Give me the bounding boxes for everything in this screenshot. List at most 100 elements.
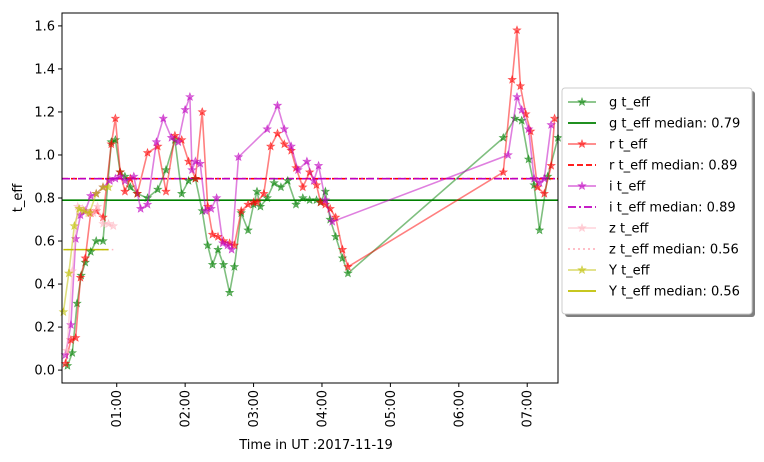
x-axis: 01:00 02:00 03:00 04:00 05:00 06:00 07:00	[110, 383, 536, 427]
legend-label: Y t_eff	[608, 264, 651, 279]
y-t-eff-point	[79, 205, 89, 215]
legend-entry-g-t-eff-median-0-79: g t_eff median: 0.79	[568, 117, 740, 132]
i-t-eff-point	[120, 175, 130, 185]
r-t-eff-point	[498, 167, 509, 177]
legend-entry-r-t-eff: r t_eff	[568, 138, 648, 153]
i-t-eff-point	[512, 91, 522, 101]
i-t-eff-point	[226, 244, 237, 254]
legend-entry-y-t-eff-median-0-56: Y t_eff median: 0.56	[568, 285, 740, 300]
r-t-eff-point	[243, 199, 253, 209]
y-t-eff-point	[91, 188, 102, 198]
y-t-eff-point	[84, 208, 95, 218]
g-t-eff-point	[262, 192, 273, 203]
legend-entry-z-t-eff: z t_eff	[568, 222, 650, 237]
y-tick-label: 1.0	[34, 148, 55, 163]
r-t-eff-point	[507, 74, 518, 84]
plot-area	[58, 25, 563, 370]
r-t-eff-point	[546, 160, 557, 170]
z-t-eff-point	[103, 218, 114, 228]
y-tick-label: 1.6	[34, 19, 55, 34]
g-t-eff-point	[183, 175, 194, 185]
r-t-eff-point	[515, 81, 526, 91]
i-t-eff-point	[320, 195, 331, 205]
i-t-eff-point	[206, 203, 216, 213]
g-t-eff-point	[255, 201, 266, 211]
legend-entry-r-t-eff-median-0-89: r t_eff median: 0.89	[568, 159, 737, 174]
r-t-eff-point	[207, 229, 218, 239]
x-axis-label: Time in UT :2017-11-19	[238, 438, 392, 453]
legend-label: z t_eff median: 0.56	[609, 243, 739, 258]
z-t-eff-point	[92, 201, 103, 211]
g-t-eff-line	[66, 117, 559, 367]
legend-marker	[577, 222, 587, 233]
i-t-eff-point	[308, 175, 319, 185]
r-t-eff-point	[236, 205, 247, 216]
g-t-eff-point	[176, 188, 187, 198]
r-t-eff-point	[297, 182, 308, 192]
g-t-eff-point	[91, 235, 102, 246]
g-t-eff-point	[85, 246, 96, 256]
y-tick-label: 0.8	[34, 192, 55, 207]
i-t-eff-point	[135, 203, 146, 213]
legend-label: z t_eff	[609, 222, 650, 237]
i-t-eff-point	[115, 171, 125, 181]
i-t-eff-series	[60, 91, 557, 360]
i-t-eff-point	[516, 104, 527, 114]
i-t-eff-point	[539, 173, 550, 183]
y-axis-label: t_eff	[11, 183, 26, 213]
r-t-eff-point	[120, 186, 130, 196]
r-t-eff-point	[320, 199, 331, 209]
legend-entry-i-t-eff-median-0-89: i t_eff median: 0.89	[568, 201, 736, 216]
z-t-eff-point	[61, 345, 72, 355]
i-t-eff-point	[313, 160, 324, 170]
g-t-eff-point	[207, 259, 218, 269]
r-t-eff-point	[539, 188, 550, 198]
legend-label: g t_eff	[609, 96, 651, 111]
i-t-eff-point	[293, 164, 303, 175]
legend-entry-y-t-eff: Y t_eff	[568, 264, 651, 279]
i-t-eff-point	[85, 190, 96, 200]
r-t-eff-point	[252, 197, 262, 207]
g-t-eff-point	[202, 240, 213, 250]
i-t-eff-point	[327, 216, 338, 226]
g-t-eff-point	[224, 287, 235, 297]
g-t-eff-point	[213, 244, 223, 254]
r-t-eff-point	[75, 272, 86, 282]
y-tick-label: 0.6	[34, 235, 55, 250]
y-t-eff-point	[58, 306, 69, 317]
i-t-eff-point	[217, 238, 228, 248]
y-t-eff-point	[69, 220, 80, 231]
g-t-eff-point	[269, 177, 279, 187]
x-tick-label: 06:00	[452, 390, 467, 427]
i-t-eff-point	[158, 113, 169, 123]
r-t-eff-point	[512, 25, 522, 35]
r-t-eff-point	[70, 332, 81, 342]
g-t-eff-point	[510, 113, 520, 123]
i-t-eff-point	[173, 137, 184, 147]
g-t-eff-point	[304, 195, 315, 205]
g-t-eff-point	[320, 186, 331, 196]
i-t-eff-point	[262, 124, 273, 134]
i-t-eff-point	[233, 152, 244, 162]
r-t-eff-point	[286, 145, 297, 155]
legend-label: g t_eff median: 0.79	[609, 117, 740, 132]
r-t-eff-point	[161, 186, 171, 196]
i-t-eff-point	[185, 91, 195, 101]
i-t-eff-point	[190, 156, 201, 166]
z-t-eff-point	[108, 220, 119, 231]
y-t-eff-point	[74, 203, 84, 213]
r-t-eff-point	[265, 141, 276, 151]
g-t-eff-point	[98, 235, 108, 246]
i-t-eff-point	[529, 173, 539, 183]
g-t-eff-point	[72, 298, 82, 308]
g-t-eff-point	[252, 186, 262, 196]
legend-box	[561, 87, 753, 315]
r-t-eff-point	[343, 261, 353, 271]
r-t-eff-point	[190, 173, 201, 183]
legend-label: i t_eff	[609, 180, 646, 195]
r-t-eff-point	[106, 139, 117, 149]
y-tick-label: 0.4	[34, 278, 55, 293]
r-t-eff-point	[272, 128, 283, 138]
i-t-eff-point	[523, 124, 534, 134]
i-t-eff-point	[222, 240, 233, 250]
